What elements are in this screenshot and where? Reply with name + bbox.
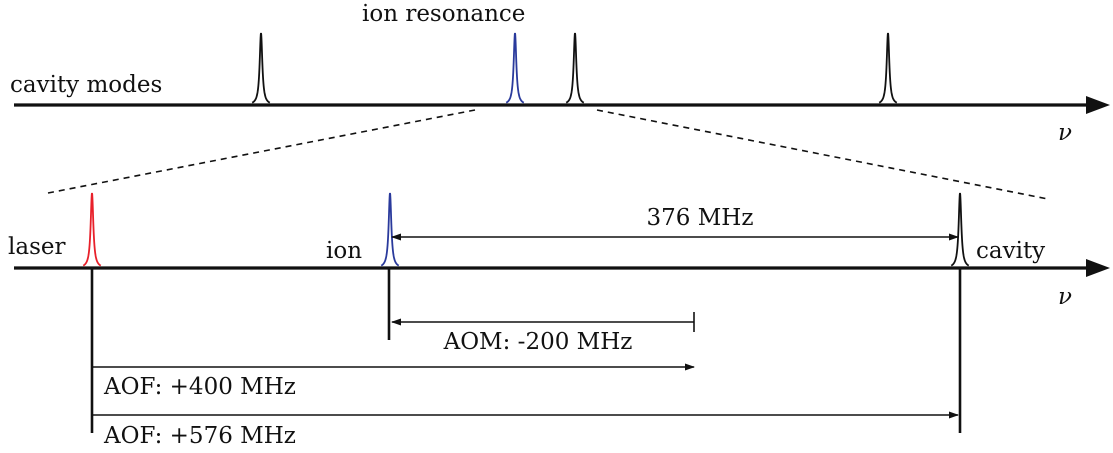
top-axis-arrowhead bbox=[1086, 96, 1110, 114]
laser-label: laser bbox=[8, 234, 65, 260]
cavity-mode-peak bbox=[878, 32, 898, 104]
ion-cavity-span-label: 376 MHz bbox=[647, 205, 754, 231]
aof-576-label: AOF: +576 MHz bbox=[103, 423, 296, 449]
ion-resonance-label: ion resonance bbox=[362, 1, 525, 27]
ion-peak bbox=[380, 192, 400, 267]
aom-label: AOM: -200 MHz bbox=[443, 329, 633, 355]
top-nu-label: ν bbox=[1058, 120, 1072, 146]
cavity-mode-peak bbox=[565, 32, 585, 104]
bottom-nu-label: ν bbox=[1058, 284, 1072, 310]
aof-400-label: AOF: +400 MHz bbox=[103, 374, 296, 400]
cavity-mode-peak bbox=[251, 32, 271, 104]
cavity-label: cavity bbox=[976, 238, 1045, 264]
laser-peak bbox=[82, 192, 102, 267]
zoom-line-right bbox=[596, 109, 1049, 200]
cavity-modes-label: cavity modes bbox=[10, 72, 162, 98]
ion-label: ion bbox=[326, 238, 362, 264]
ion-resonance-peak bbox=[505, 32, 525, 104]
cavity-peak bbox=[950, 192, 970, 267]
bottom-axis-arrowhead bbox=[1086, 259, 1110, 277]
zoom-line-left bbox=[47, 109, 476, 194]
